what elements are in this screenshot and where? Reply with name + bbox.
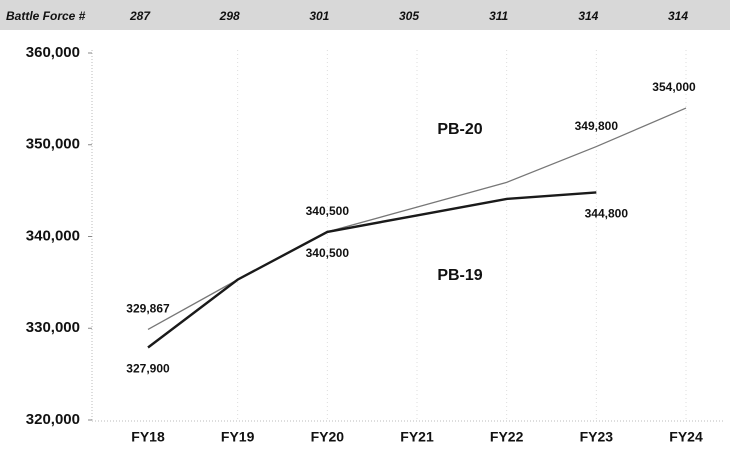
y-tick-label: 340,000 [26, 227, 80, 244]
data-label: 354,000 [652, 80, 696, 94]
data-label: 349,800 [575, 119, 619, 133]
series-label: PB-19 [437, 267, 482, 284]
y-tick-label: 350,000 [26, 136, 80, 153]
data-label: 344,800 [585, 207, 629, 221]
x-tick-label: FY19 [221, 429, 255, 445]
battle-force-band [0, 0, 730, 30]
battle-force-value: 314 [578, 9, 598, 23]
series-line [147, 191, 597, 349]
y-tick-label: 360,000 [26, 44, 80, 61]
battle-force-value: 311 [489, 9, 508, 23]
data-label: 340,500 [306, 204, 350, 218]
x-tick-label: FY21 [400, 429, 434, 445]
data-label: 327,900 [126, 362, 170, 376]
y-tick-label: 320,000 [26, 411, 80, 428]
battle-force-value: 301 [309, 9, 329, 23]
battle-force-label: Battle Force # [6, 9, 86, 23]
series-label: PB-20 [437, 121, 482, 138]
x-tick-label: FY20 [311, 429, 345, 445]
x-tick-label: FY23 [580, 429, 614, 445]
battle-force-value: 298 [219, 9, 240, 23]
data-label: 340,500 [306, 246, 350, 260]
x-tick-label: FY22 [490, 429, 524, 445]
battle-force-value: 314 [668, 9, 688, 23]
battle-force-value: 287 [129, 9, 151, 23]
y-tick-label: 330,000 [26, 319, 80, 336]
battle-force-value: 305 [399, 9, 419, 23]
data-label: 329,867 [126, 302, 170, 316]
x-tick-label: FY24 [669, 429, 703, 445]
x-tick-label: FY18 [131, 429, 165, 445]
